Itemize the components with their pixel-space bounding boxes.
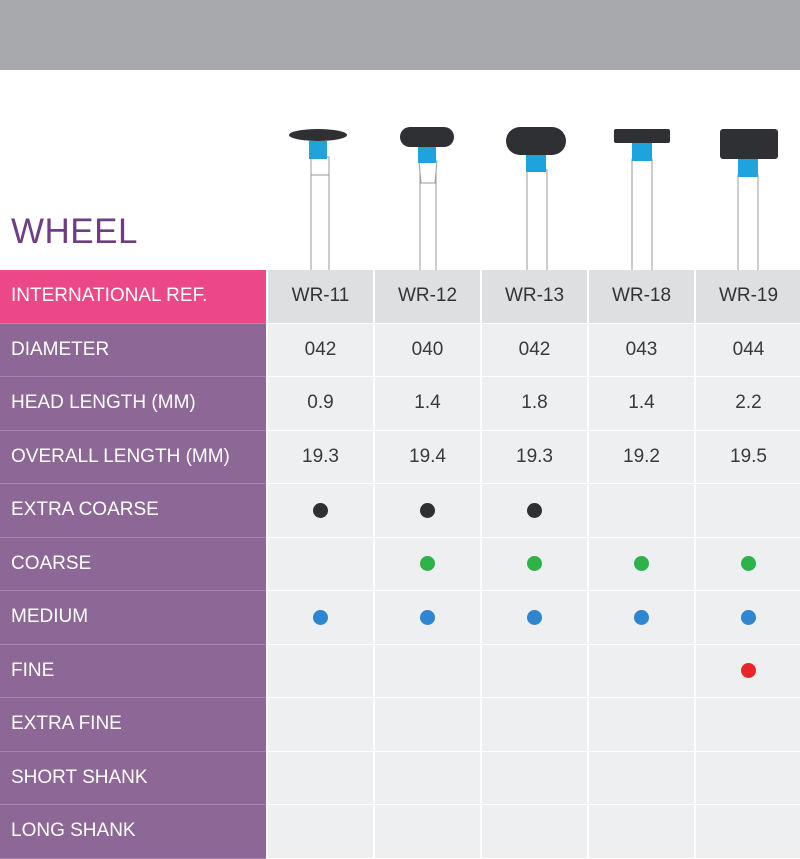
- table-cell: [268, 591, 374, 645]
- row-label: FINE: [0, 644, 266, 698]
- row-label: HEAD LENGTH (MM): [0, 377, 266, 431]
- grit-dot-icon: [741, 556, 756, 572]
- table-row: EXTRA FINE: [0, 698, 800, 752]
- table-cell: [589, 805, 695, 859]
- bur-wr-13-image: [482, 115, 589, 271]
- grit-dot-icon: [741, 609, 756, 625]
- table-cell: [696, 805, 800, 859]
- table-cell: 19.3: [482, 430, 588, 484]
- grit-dot-icon: [634, 556, 649, 572]
- table-cell: 040: [375, 323, 481, 377]
- table-cell: [482, 805, 588, 859]
- row-label: LONG SHANK: [0, 805, 266, 859]
- row-label: COARSE: [0, 537, 266, 591]
- table-cell: 0.9: [268, 377, 374, 431]
- row-label: SHORT SHANK: [0, 751, 266, 805]
- table-cell: 042: [268, 323, 374, 377]
- row-label: OVERALL LENGTH (MM): [0, 430, 266, 484]
- grit-dot-icon: [420, 556, 435, 572]
- table-row: DIAMETER 042 040 042 043 044: [0, 323, 800, 377]
- table-row: COARSE: [0, 537, 800, 591]
- table-cell: 042: [482, 323, 588, 377]
- table-cell: 2.2: [696, 377, 800, 431]
- table-cell: 1.4: [589, 377, 695, 431]
- table-cell: [696, 751, 800, 805]
- table-cell: [375, 537, 481, 591]
- table-cell: 19.2: [589, 430, 695, 484]
- column-header: WR-11: [268, 270, 374, 324]
- table-row: LONG SHANK: [0, 805, 800, 859]
- table-cell: 044: [696, 323, 800, 377]
- column-header: WR-18: [589, 270, 695, 324]
- table-cell: [268, 484, 374, 538]
- table-cell: [589, 751, 695, 805]
- table-row: FINE: [0, 644, 800, 698]
- table-cell: [589, 484, 695, 538]
- column-header: WR-13: [482, 270, 588, 324]
- grit-dot-icon: [741, 663, 756, 679]
- table-row: SHORT SHANK: [0, 751, 800, 805]
- table-cell: 19.3: [268, 430, 374, 484]
- table-cell: 19.5: [696, 430, 800, 484]
- table-cell: [375, 644, 481, 698]
- table-cell: [268, 698, 374, 752]
- table-cell: [696, 591, 800, 645]
- top-banner: [0, 0, 800, 70]
- bur-wr-12-image: [375, 115, 482, 271]
- table-cell: [268, 644, 374, 698]
- column-header: WR-12: [375, 270, 481, 324]
- table-cell: [375, 751, 481, 805]
- table-row: HEAD LENGTH (MM) 0.9 1.4 1.8 1.4 2.2: [0, 377, 800, 431]
- table-cell: [696, 644, 800, 698]
- table-cell: 043: [589, 323, 695, 377]
- table-cell: [696, 537, 800, 591]
- table-cell: [589, 698, 695, 752]
- row-label: INTERNATIONAL REF.: [0, 270, 266, 324]
- table-row: INTERNATIONAL REF. WR-11 WR-12 WR-13 WR-18 WR…: [0, 270, 800, 324]
- table-cell: [375, 805, 481, 859]
- grit-dot-icon: [527, 556, 542, 572]
- table-cell: [375, 698, 481, 752]
- grit-dot-icon: [313, 502, 328, 518]
- grit-dot-icon: [527, 609, 542, 625]
- page-title: WHEEL: [11, 212, 138, 251]
- table-cell: [268, 751, 374, 805]
- row-label: DIAMETER: [0, 323, 266, 377]
- table-cell: [268, 805, 374, 859]
- bur-illustrations: [268, 115, 800, 271]
- bur-wr-19-image: [696, 115, 800, 271]
- table-cell: [482, 537, 588, 591]
- table-cell: [589, 591, 695, 645]
- grit-dot-icon: [420, 502, 435, 518]
- table-cell: [589, 537, 695, 591]
- table-row: EXTRA COARSE: [0, 484, 800, 538]
- table-cell: [482, 698, 588, 752]
- table-cell: 1.4: [375, 377, 481, 431]
- table-cell: [268, 537, 374, 591]
- column-header: WR-19: [696, 270, 800, 324]
- table-cell: [696, 698, 800, 752]
- grit-dot-icon: [634, 609, 649, 625]
- table-cell: [482, 591, 588, 645]
- table-row: OVERALL LENGTH (MM) 19.3 19.4 19.3 19.2 19.5: [0, 430, 800, 484]
- table-cell: [589, 644, 695, 698]
- table-cell: [696, 484, 800, 538]
- table-row: MEDIUM: [0, 591, 800, 645]
- row-label: EXTRA COARSE: [0, 484, 266, 538]
- table-cell: 1.8: [482, 377, 588, 431]
- grit-dot-icon: [420, 609, 435, 625]
- bur-wr-18-image: [589, 115, 696, 271]
- table-cell: [375, 591, 481, 645]
- row-label: EXTRA FINE: [0, 698, 266, 752]
- table-cell: [482, 644, 588, 698]
- table-cell: 19.4: [375, 430, 481, 484]
- bur-wr-11-image: [268, 115, 375, 271]
- grit-dot-icon: [313, 609, 328, 625]
- table-cell: [482, 751, 588, 805]
- table-cell: [375, 484, 481, 538]
- grit-dot-icon: [527, 502, 542, 518]
- table-cell: [482, 484, 588, 538]
- row-label: MEDIUM: [0, 591, 266, 645]
